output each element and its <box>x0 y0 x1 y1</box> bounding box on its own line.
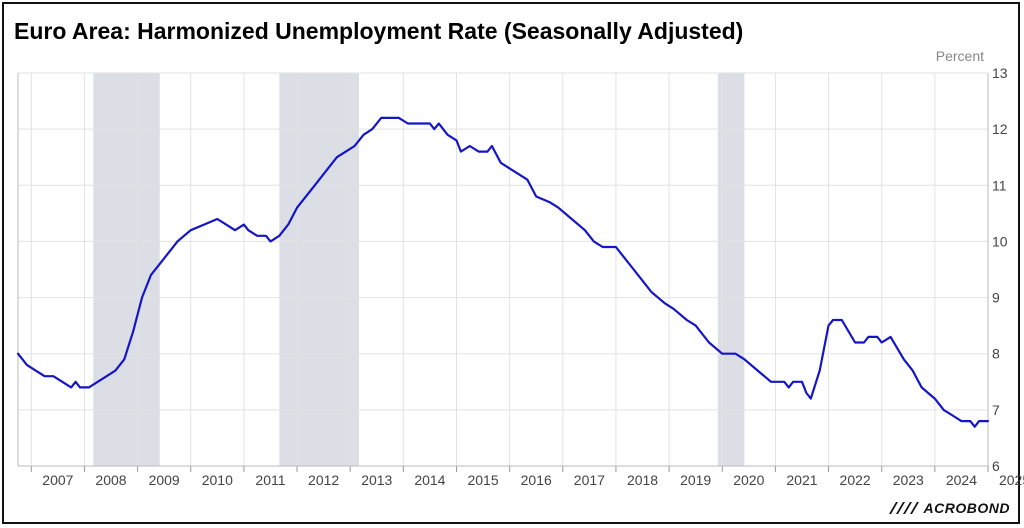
x-tick-label: 2011 <box>255 472 285 488</box>
y-axis-unit-label: Percent <box>935 48 984 64</box>
recession-shading <box>93 73 160 466</box>
x-tick-label: 2007 <box>42 472 73 488</box>
y-tick-label: 12 <box>992 121 1008 137</box>
y-tick-label: 10 <box>992 233 1008 249</box>
x-tick-label: 2025 <box>999 472 1024 488</box>
chart-title: Euro Area: Harmonized Unemployment Rate … <box>14 18 744 44</box>
x-tick-label: 2015 <box>467 472 498 488</box>
recession-shading <box>279 73 360 466</box>
unemployment-rate-line <box>16 116 990 428</box>
x-tick-label: 2017 <box>574 472 605 488</box>
logo-mark-icon <box>888 502 919 514</box>
y-tick-label: 9 <box>992 290 1000 306</box>
x-tick-label: 2009 <box>149 472 180 488</box>
y-tick-label: 8 <box>992 346 1000 362</box>
x-tick-label: 2012 <box>308 472 339 488</box>
logo-text: ACROBOND <box>923 500 1010 516</box>
x-tick-label: 2018 <box>627 472 658 488</box>
x-tick-label: 2019 <box>680 472 711 488</box>
y-tick-label: 11 <box>992 177 1007 193</box>
y-tick-label: 7 <box>992 402 1000 418</box>
x-tick-label: 2014 <box>414 472 445 488</box>
macrobond-logo: ACROBOND <box>888 500 1010 516</box>
x-tick-label: 2024 <box>946 472 977 488</box>
x-tick-label: 2020 <box>733 472 764 488</box>
x-tick-label: 2023 <box>893 472 924 488</box>
x-tick-label: 2016 <box>521 472 552 488</box>
x-tick-label: 2021 <box>786 472 817 488</box>
y-tick-label: 6 <box>992 458 1000 474</box>
x-tick-label: 2022 <box>840 472 871 488</box>
x-tick-label: 2013 <box>361 472 392 488</box>
y-tick-label: 13 <box>992 65 1008 81</box>
x-tick-label: 2010 <box>202 472 233 488</box>
x-tick-label: 2008 <box>95 472 126 488</box>
